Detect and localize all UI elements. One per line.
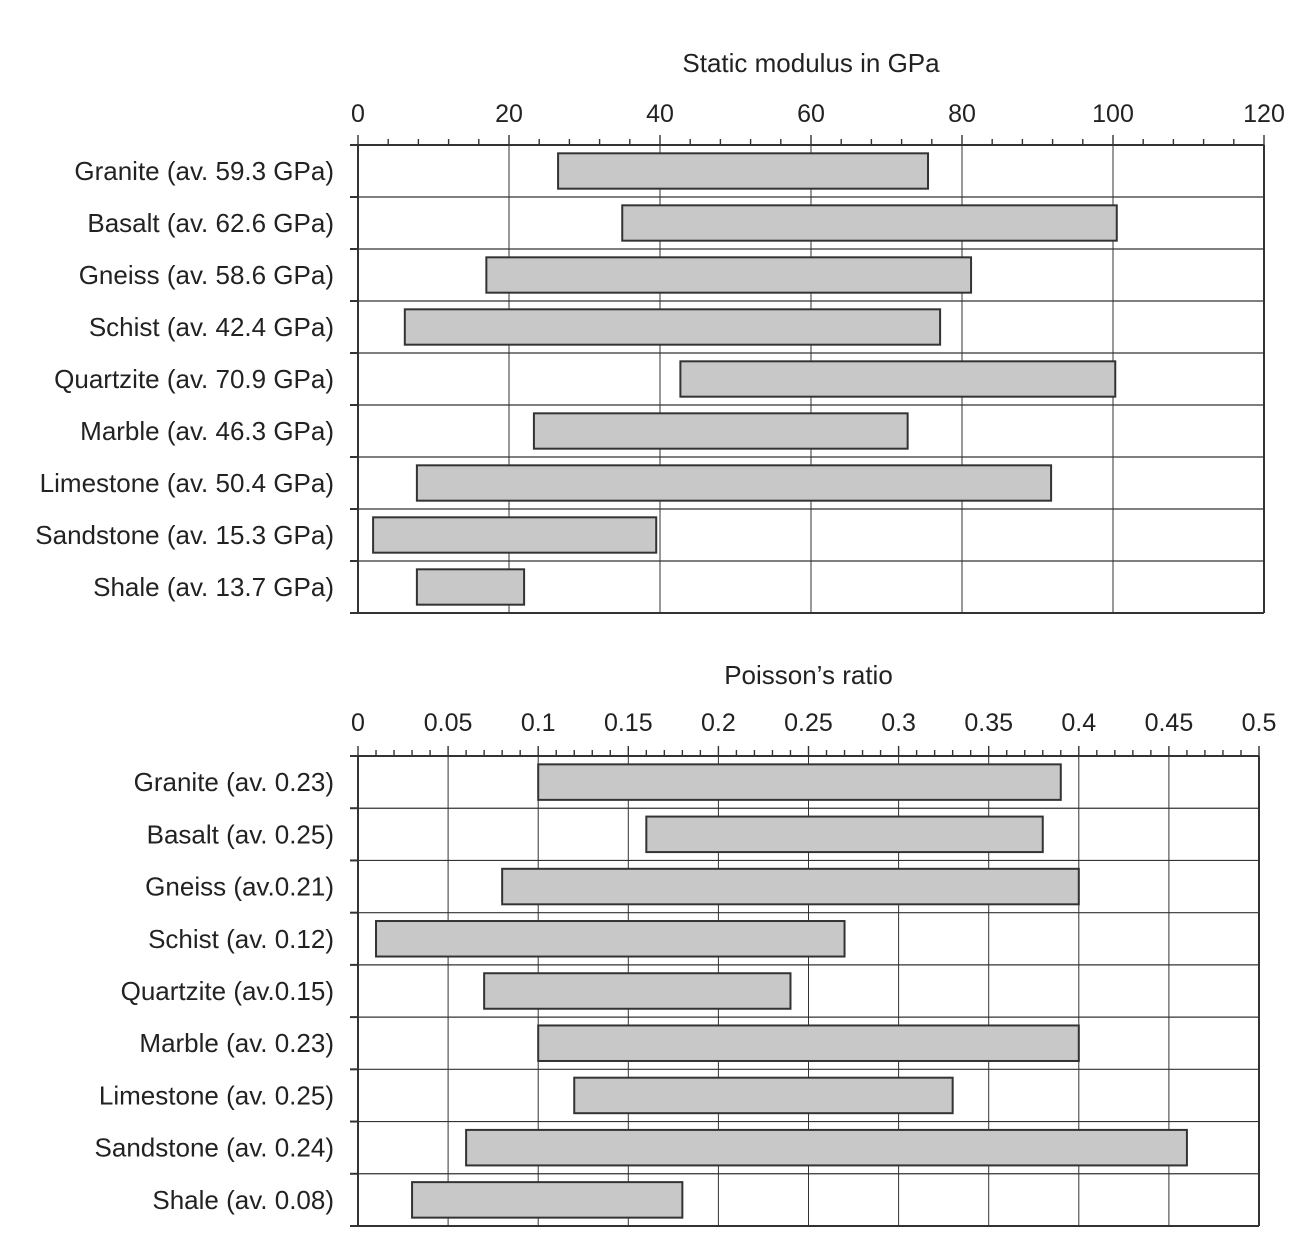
axis-title: Static modulus in GPa: [682, 48, 940, 78]
category-label: Quartzite (av.0.15): [121, 976, 334, 1006]
range-bar: [557, 152, 930, 190]
range-bar: [485, 256, 973, 294]
range-bar: [375, 920, 846, 958]
category-label: Sandstone (av. 15.3 GPa): [35, 520, 334, 550]
x-tick-label: 0.2: [701, 709, 736, 737]
x-tick-label: 0: [351, 100, 365, 128]
range-bar: [372, 516, 658, 554]
x-tick-label: 60: [797, 100, 825, 128]
x-tick-label: 80: [948, 100, 976, 128]
category-label: Granite (av. 59.3 GPa): [74, 156, 334, 186]
x-tick-label: 0.1: [521, 709, 556, 737]
category-label: Sandstone (av. 0.24): [95, 1133, 334, 1163]
category-label: Granite (av. 0.23): [134, 767, 334, 797]
axis-title: Poisson’s ratio: [724, 660, 893, 690]
category-label: Schist (av. 42.4 GPa): [89, 312, 334, 342]
x-tick-label: 0.35: [964, 709, 1013, 737]
x-tick-label: 0: [351, 709, 365, 737]
x-tick-label: 40: [646, 100, 674, 128]
x-tick-label: 0.15: [604, 709, 653, 737]
range-bar: [679, 360, 1117, 398]
category-label: Quartzite (av. 70.9 GPa): [54, 364, 334, 394]
category-label: Basalt (av. 62.6 GPa): [87, 208, 334, 238]
range-bar: [645, 815, 1044, 854]
x-tick-label: 0.45: [1145, 709, 1194, 737]
range-bar: [501, 867, 1080, 906]
range-bar: [415, 464, 1053, 502]
chart-panel-2: Poisson’s ratio 0 0.05 0.1 0.15 0.2 0.25 0.3 0.3…: [95, 660, 1277, 1227]
range-bar: [532, 412, 909, 450]
x-tick-label: 0.25: [784, 709, 833, 737]
category-label: Shale (av. 0.08): [152, 1185, 334, 1215]
range-bar: [537, 1024, 1080, 1062]
x-tick-label: 20: [495, 100, 523, 128]
range-bar: [537, 763, 1062, 801]
range-bar: [573, 1076, 954, 1115]
x-tick-label: 100: [1092, 100, 1134, 128]
x-tick-label: 0.4: [1061, 709, 1096, 737]
range-bar: [411, 1181, 684, 1219]
category-label: Marble (av. 46.3 GPa): [80, 416, 334, 446]
range-bar: [403, 308, 942, 346]
category-label: Gneiss (av.0.21): [145, 872, 334, 902]
x-tick-label: 0.5: [1242, 709, 1277, 737]
category-label: Gneiss (av. 58.6 GPa): [79, 260, 334, 290]
chart-panel-1: Static modulus in GPa 0 20 40 60 80 100 120 Gran…: [35, 48, 1285, 614]
category-label: Shale (av. 13.7 GPa): [93, 572, 334, 602]
x-tick-label: 120: [1243, 100, 1285, 128]
x-tick-label: 0.3: [881, 709, 916, 737]
category-label: Basalt (av. 0.25): [147, 819, 334, 849]
range-bar: [483, 972, 792, 1010]
x-tick-label: 0.05: [424, 709, 473, 737]
category-label: Schist (av. 0.12): [148, 924, 334, 954]
category-label: Limestone (av. 0.25): [99, 1080, 334, 1110]
range-bar: [415, 568, 526, 606]
range-bar: [465, 1128, 1188, 1167]
range-bar: [621, 204, 1118, 242]
category-label: Limestone (av. 50.4 GPa): [40, 468, 334, 498]
category-label: Marble (av. 0.23): [139, 1028, 334, 1058]
